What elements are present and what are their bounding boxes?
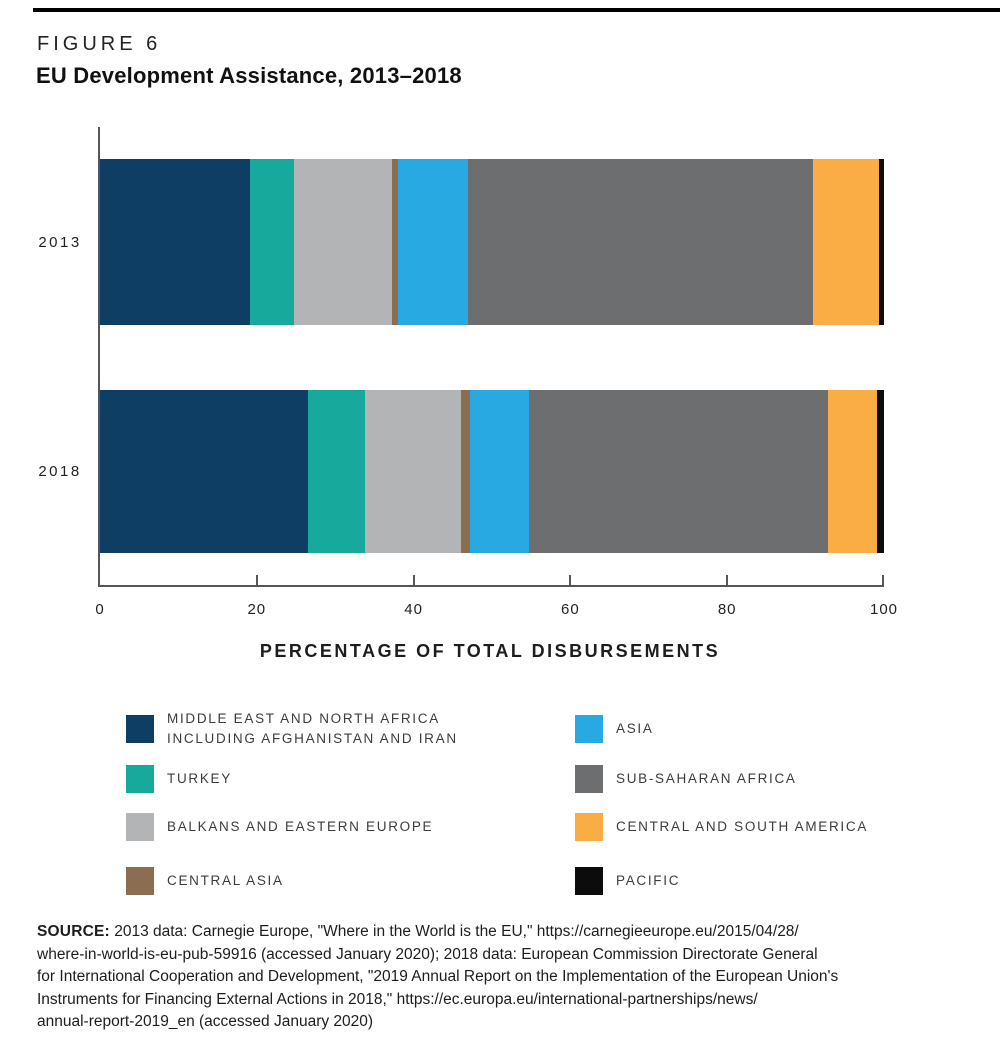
bar-2013-segment	[249, 159, 294, 325]
legend-label: MIDDLE EAST AND NORTH AFRICA INCLUDING AF…	[167, 711, 458, 746]
legend-label: ASIA	[616, 721, 654, 736]
legend-item: BALKANS AND EASTERN EUROPE	[126, 813, 433, 841]
bar-2013-segment	[100, 159, 250, 325]
bar-2013-segment	[293, 159, 392, 325]
legend-swatch	[575, 813, 603, 841]
legend-swatch	[575, 765, 603, 793]
x-axis-tick-label: 0	[95, 601, 105, 618]
source-line: SOURCE: 2013 data: Carnegie Europe, "Whe…	[37, 923, 799, 940]
bar-2018	[100, 390, 884, 553]
figure-label: FIGURE 6	[37, 33, 162, 55]
legend-swatch	[126, 867, 154, 895]
legend-label: SUB-SAHARAN AFRICA	[616, 771, 797, 786]
legend-label: BALKANS AND EASTERN EUROPE	[167, 819, 434, 834]
bar-2018-segment	[100, 390, 308, 553]
legend-label: TURKEY	[167, 771, 232, 786]
legend-swatch	[126, 715, 154, 743]
bar-2018-segment	[460, 390, 471, 553]
bar-2013-segment	[879, 159, 884, 325]
x-axis-tick	[882, 575, 884, 585]
legend-item: CENTRAL AND SOUTH AMERICA	[575, 813, 868, 841]
legend-label: PACIFIC	[616, 873, 681, 888]
bar-2018-segment	[470, 390, 529, 553]
source-line: where-in-world-is-eu-pub-59916 (accessed…	[37, 945, 818, 963]
source-line: Instruments for Financing External Actio…	[37, 990, 758, 1008]
x-axis-tick-label: 100	[869, 601, 899, 618]
legend-label: CENTRAL ASIA	[167, 873, 284, 888]
x-axis-tick	[255, 575, 258, 585]
legend-item: ASIA	[575, 715, 654, 743]
legend-item: CENTRAL ASIA	[126, 867, 284, 895]
legend-item: SUB-SAHARAN AFRICA	[575, 765, 797, 793]
bar-2018-segment	[307, 390, 365, 553]
legend-item: TURKEY	[126, 765, 232, 793]
year-label-2018: 2018	[38, 463, 82, 480]
legend-item: PACIFIC	[575, 867, 680, 895]
legend-swatch	[126, 813, 154, 841]
legend-swatch	[126, 765, 154, 793]
source-label: SOURCE:	[37, 923, 110, 940]
bar-2018-segment	[827, 390, 877, 553]
source-line: annual-report-2019_en (accessed January …	[37, 1013, 374, 1030]
legend: MIDDLE EAST AND NORTH AFRICA INCLUDING AF…	[0, 711, 1000, 910]
figure-title: EU Development Assistance, 2013–2018	[36, 63, 462, 88]
source-line: for International Cooperation and Develo…	[37, 968, 839, 985]
x-axis-tick-label: 80	[717, 601, 737, 618]
bar-2013-segment	[397, 159, 468, 325]
x-axis-tick-label: 40	[404, 601, 423, 618]
bar-2018-segment	[528, 390, 828, 553]
legend-swatch	[575, 867, 603, 895]
top-rule	[33, 8, 1000, 12]
legend-swatch	[575, 715, 603, 743]
x-axis-tick-label: 20	[247, 601, 267, 618]
x-axis-tick	[412, 575, 415, 585]
legend-label: CENTRAL AND SOUTH AMERICA	[616, 819, 869, 834]
x-axis-tick	[726, 575, 729, 585]
plot-area: 0 20 40 60 80 100	[95, 127, 897, 618]
bar-2013-segment	[812, 159, 880, 325]
bar-2018-segment	[364, 390, 461, 553]
x-axis-tick	[569, 575, 572, 585]
x-axis-title: PERCENTAGE OF TOTAL DISBURSEMENTS	[259, 641, 721, 661]
bar-2013-segment	[391, 159, 398, 325]
bar-2018-segment	[876, 390, 884, 553]
legend-item: MIDDLE EAST AND NORTH AFRICA INCLUDING AF…	[126, 711, 458, 746]
bar-2013-segment	[467, 159, 813, 325]
x-axis-tick-label: 60	[561, 601, 580, 618]
bar-2013	[100, 159, 884, 325]
source-note: SOURCE: 2013 data: Carnegie Europe, "Whe…	[37, 921, 838, 1034]
year-label-2013: 2013	[38, 234, 82, 251]
